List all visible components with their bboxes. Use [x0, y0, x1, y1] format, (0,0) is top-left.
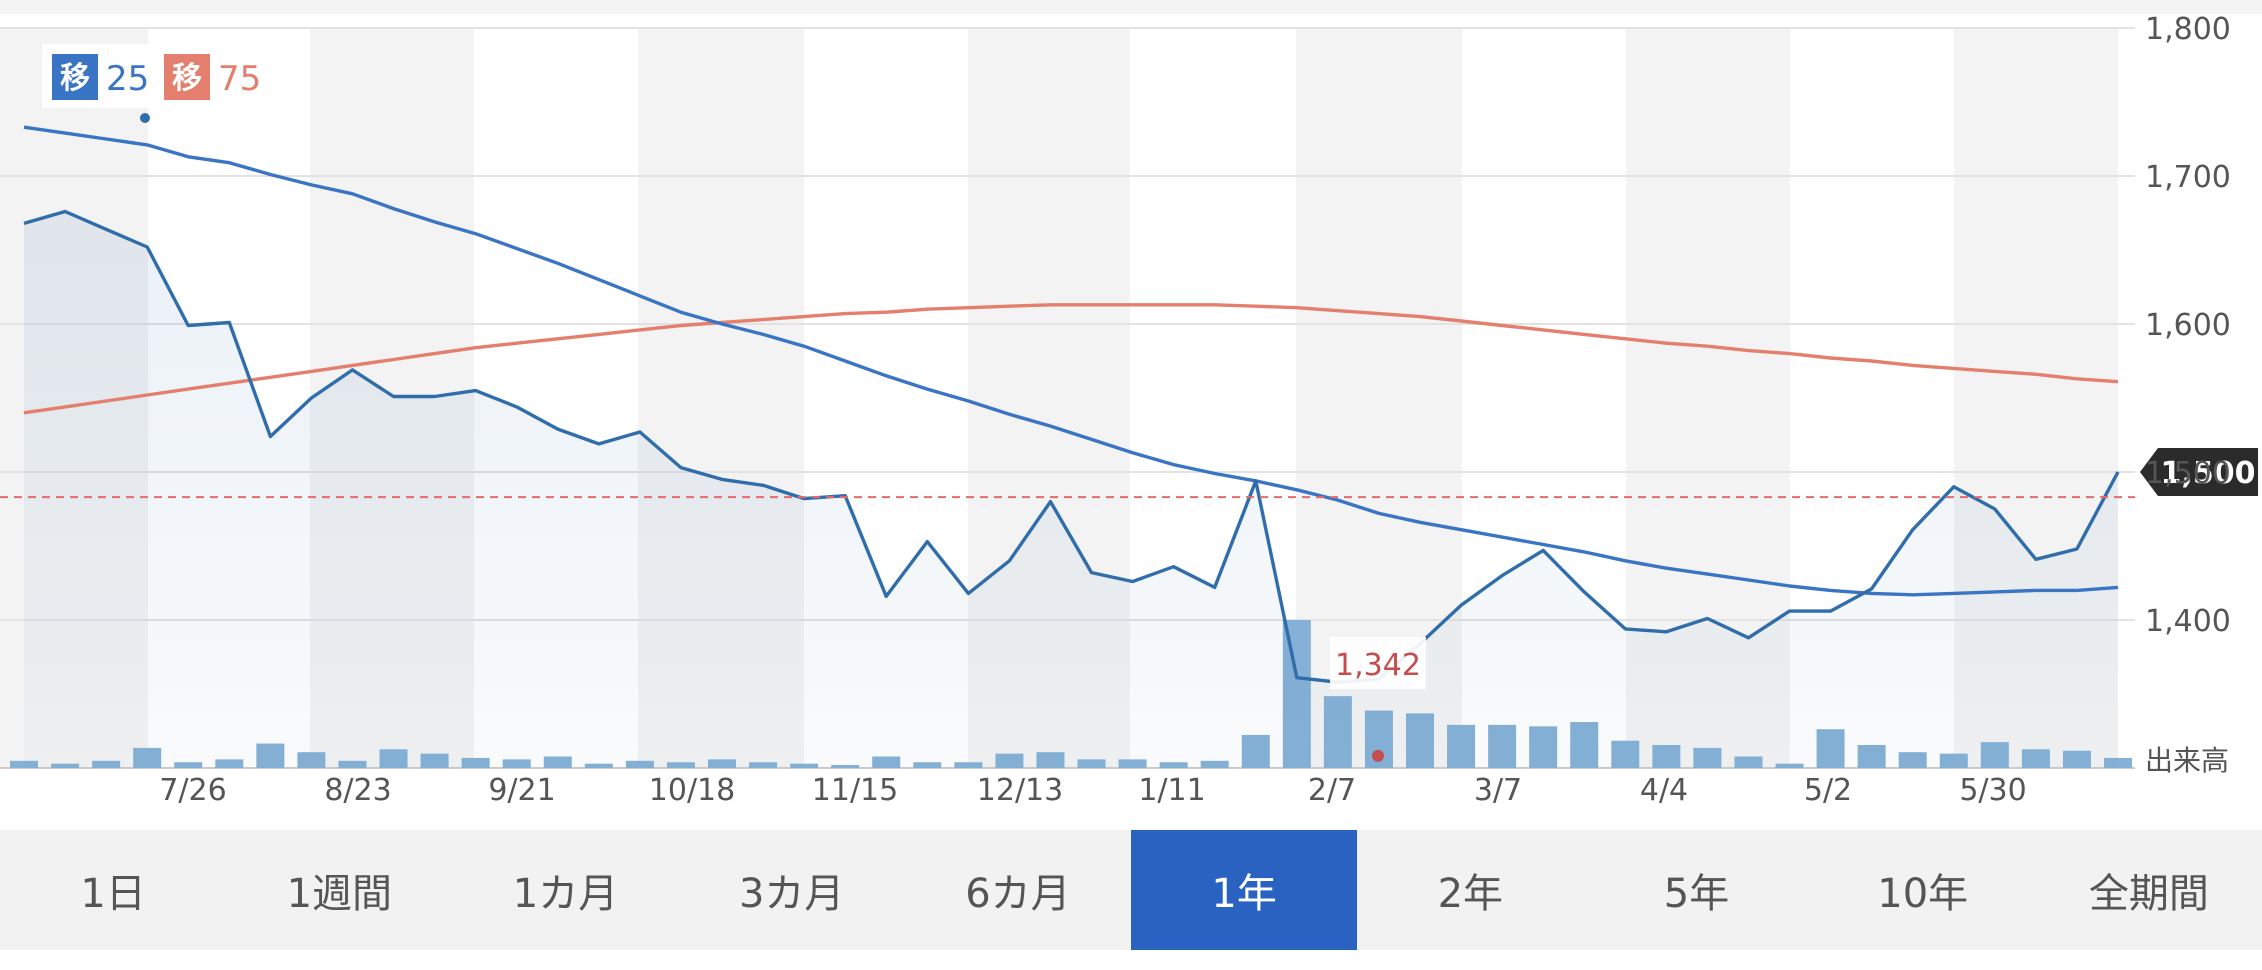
x-tick-label: 5/30	[1959, 773, 2026, 808]
period-tab-8[interactable]: 10年	[1877, 871, 1969, 917]
period-tab-9[interactable]: 全期間	[2088, 871, 2209, 917]
x-tick-label: 2/7	[1308, 773, 1356, 808]
y-tick-label: 1,600	[2145, 308, 2231, 343]
price-chart: 1,342 1,500 移 25 移 75 1,800 1,700 1,600 1,500 1,4…	[0, 0, 2262, 808]
series-line-price	[23, 209, 2120, 684]
volume-axis-label: 出来高	[2145, 744, 2229, 777]
x-tick-label: 12/13	[977, 773, 1063, 808]
min-price-label-bg	[1330, 637, 1426, 689]
period-tab-5[interactable]: 1年	[1131, 830, 1358, 950]
x-tick-label: 1/11	[1138, 773, 1205, 808]
min-price-label: 1,342	[1335, 648, 1421, 683]
x-tick-label: 4/4	[1640, 773, 1688, 808]
min-price-marker	[1372, 749, 1384, 762]
current-price-tag	[2140, 448, 2258, 496]
y-tick-label: 1,400	[2145, 604, 2231, 639]
legend-value: 75	[218, 59, 261, 99]
period-tab-6[interactable]: 2年	[1437, 871, 1504, 917]
y-tick-label: 1,800	[2145, 12, 2231, 47]
period-selector: 1日 1週間 1カ月 3カ月 6カ月 1年 2年 5年 10年 全期間	[0, 830, 2262, 950]
legend-badge	[164, 54, 210, 100]
legend-value: 25	[106, 59, 149, 99]
series-line-ma75	[23, 303, 2119, 415]
x-tick-label: 3/7	[1474, 773, 1522, 808]
current-price-label: 1,500	[2161, 456, 2256, 491]
legend-badge	[52, 54, 98, 100]
series-line-ma25	[23, 125, 2119, 597]
period-tab-3[interactable]: 3カ月	[738, 871, 845, 917]
x-tick-label: 9/21	[488, 773, 555, 808]
x-tick-label: 11/15	[812, 773, 898, 808]
legend-badge-text: 移	[172, 61, 202, 96]
period-tab-4[interactable]: 6カ月	[965, 871, 1071, 917]
x-tick-label: 10/18	[649, 773, 735, 808]
y-tick-label: 1,700	[2145, 160, 2231, 195]
x-tick-label: 7/26	[159, 773, 226, 808]
period-tab-7[interactable]: 5年	[1663, 871, 1730, 917]
x-tick-label: 8/23	[324, 773, 391, 808]
legend-badge-text: 移	[60, 61, 90, 96]
background-band	[0, 28, 24, 768]
price-area-fill	[24, 211, 2118, 768]
period-tab-0[interactable]: 1日	[80, 871, 146, 917]
period-tab-1[interactable]: 1週間	[286, 871, 393, 917]
legend-anchor-dot	[140, 113, 150, 123]
x-tick-label: 5/2	[1804, 773, 1852, 808]
period-tab-2[interactable]: 1カ月	[512, 871, 619, 917]
y-tick-label: 1,500	[2145, 456, 2231, 491]
